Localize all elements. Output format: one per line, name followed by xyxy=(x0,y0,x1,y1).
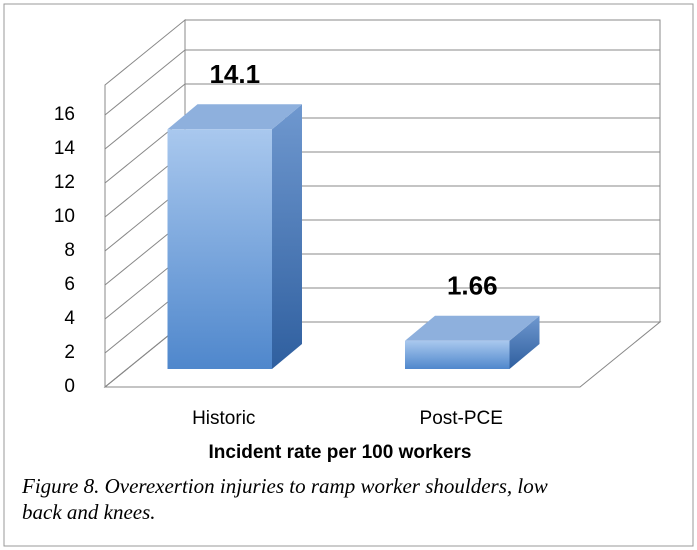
x-tick-label: Post-PCE xyxy=(420,408,503,429)
y-tick-label: 8 xyxy=(64,240,75,261)
y-tick-label: 14 xyxy=(54,138,76,159)
y-tick-label: 10 xyxy=(54,206,75,227)
bar xyxy=(167,104,302,370)
grid-line xyxy=(104,49,660,116)
bar-top xyxy=(405,315,540,341)
y-tick-label: 2 xyxy=(64,342,75,363)
bar-top xyxy=(167,104,302,130)
y-tick-label: 0 xyxy=(64,376,75,397)
y-tick-label: 16 xyxy=(54,104,75,125)
x-tick-label: Historic xyxy=(192,408,255,429)
grid-line xyxy=(104,83,660,150)
bar-front xyxy=(405,340,510,369)
frame xyxy=(3,3,694,547)
value-label: 14.1 xyxy=(209,59,260,89)
y-tick-label: 12 xyxy=(54,172,75,193)
y-tick-label: 6 xyxy=(64,274,75,295)
x-axis-title: Incident rate per 100 workers xyxy=(209,442,472,463)
bar xyxy=(405,315,540,369)
value-label: 1.66 xyxy=(447,271,498,301)
y-tick-label: 4 xyxy=(64,308,75,329)
plot: 0 2 4 6 8 10 12 14 16 Historic 14.1 Post-PCE 1.66 xyxy=(54,18,662,429)
bar-side xyxy=(509,315,540,369)
bar-side xyxy=(272,104,302,370)
bar-front xyxy=(167,129,272,369)
caption-line: back and knees. xyxy=(22,500,156,524)
caption-line: Figure 8. Overexertion injuries to ramp … xyxy=(21,474,548,498)
